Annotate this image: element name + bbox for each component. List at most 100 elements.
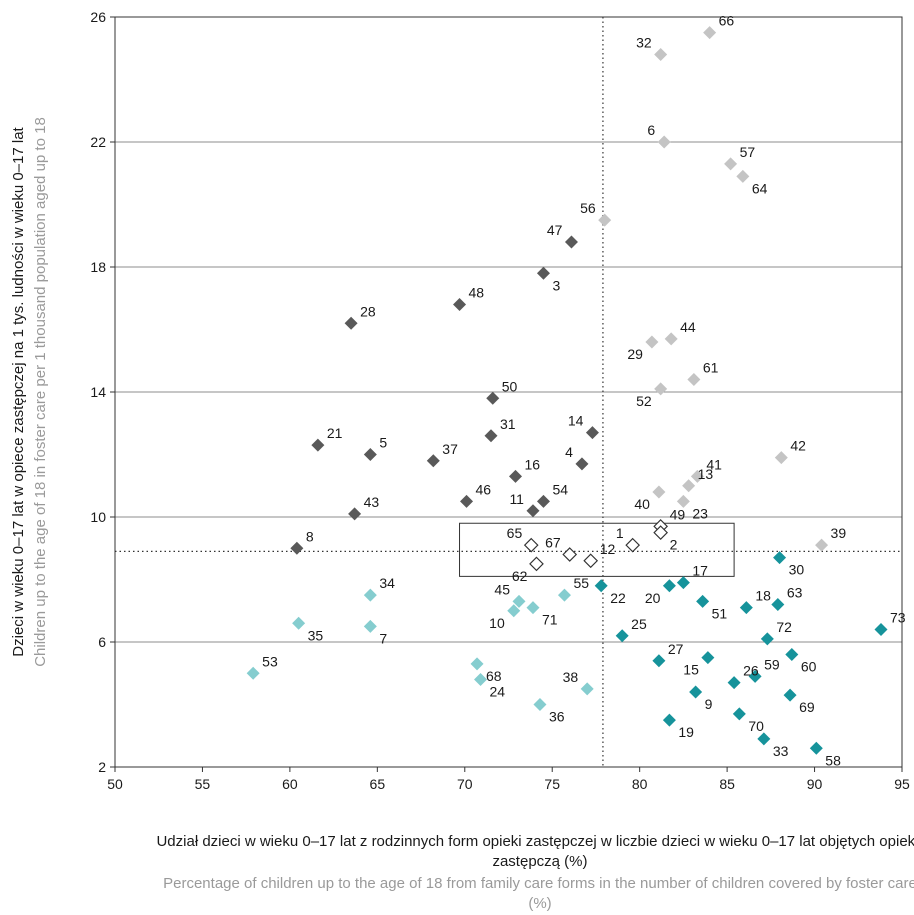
point-label-60: 60 [801,659,817,675]
point-label-51: 51 [712,605,728,621]
point-label-62: 62 [512,568,528,584]
point-label-69: 69 [799,699,815,715]
data-point-67 [562,547,578,562]
x-axis-title: Udział dzieci w wieku 0–17 lat z rodzinn… [156,833,914,870]
point-label-22: 22 [610,590,626,606]
data-point-38 [580,682,594,696]
point-label-59: 59 [764,656,780,672]
data-point-47 [564,235,578,249]
x-axis-ticks: 50 55 60 65 70 75 80 85 90 95 [107,767,910,792]
data-point-63 [771,598,785,611]
x-tick-label: 80 [632,776,648,792]
data-point-1 [625,537,641,553]
x-tick-label: 95 [894,776,910,792]
data-point-65 [523,537,539,553]
data-point-62 [529,556,544,572]
point-label-39: 39 [831,525,847,541]
point-label-49: 49 [670,506,686,522]
data-point-55 [557,588,571,602]
point-label-17: 17 [692,563,708,579]
y-axis-title: Dzieci w wieku 0–17 lat w opiece zastępc… [10,126,27,656]
point-label-34: 34 [379,575,395,591]
data-point-68 [470,657,484,671]
point-label-66: 66 [719,13,735,29]
data-point-73 [874,623,888,636]
data-point-25 [615,629,629,643]
point-label-43: 43 [364,494,380,510]
x-tick-label: 65 [370,776,386,792]
y-tick-label: 6 [98,634,106,650]
point-label-30: 30 [789,562,805,578]
point-label-25: 25 [631,616,647,632]
point-label-63: 63 [787,585,803,601]
data-point-31 [484,429,498,443]
point-label-1: 1 [616,525,624,541]
data-point-26 [727,676,741,690]
point-label-29: 29 [627,346,643,362]
data-point-42 [774,451,788,465]
point-label-23: 23 [692,505,708,521]
point-label-21: 21 [327,425,343,441]
data-point-72 [760,632,774,646]
point-label-71: 71 [542,612,558,628]
point-label-58: 58 [825,752,841,768]
point-label-27: 27 [668,641,684,657]
point-label-28: 28 [360,303,376,319]
point-label-37: 37 [442,441,458,457]
point-label-61: 61 [703,360,719,376]
data-point-8 [290,541,304,555]
data-point-70 [732,707,746,721]
data-points [246,26,888,755]
data-point-60 [785,648,799,661]
data-point-32 [654,48,668,61]
data-point-40 [652,485,666,499]
point-label-68: 68 [486,668,502,684]
point-label-24: 24 [490,684,506,700]
point-label-16: 16 [524,456,540,472]
x-tick-label: 90 [807,776,823,792]
x-axis-title-en: Percentage of children up to the age of … [163,875,914,912]
data-point-27 [652,654,666,668]
data-point-13 [682,479,696,493]
point-label-72: 72 [776,619,792,635]
highlight-box [459,522,735,577]
point-label-41: 41 [706,456,722,472]
data-point-24 [474,673,488,686]
gridlines [115,141,902,643]
point-label-20: 20 [645,590,661,606]
point-label-40: 40 [634,496,650,512]
point-label-42: 42 [790,438,806,454]
data-point-4 [575,457,589,471]
point-label-44: 44 [680,319,696,335]
point-label-53: 53 [262,653,278,669]
point-label-9: 9 [705,696,713,712]
data-point-20 [662,579,676,593]
point-label-73: 73 [890,610,906,626]
point-label-18: 18 [755,588,771,604]
point-label-70: 70 [748,718,764,734]
data-point-48 [453,298,467,311]
data-point-19 [662,713,676,727]
point-label-8: 8 [306,528,314,544]
data-point-34 [363,588,377,602]
data-point-17 [676,576,690,590]
data-point-14 [585,426,599,440]
data-point-58 [809,741,823,755]
y-tick-label: 18 [90,259,106,275]
data-point-12 [583,553,599,569]
data-point-35 [292,616,306,630]
point-label-55: 55 [573,575,589,591]
point-label-52: 52 [636,393,652,409]
data-point-69 [783,688,797,702]
reference-lines [115,17,902,767]
point-label-38: 38 [563,669,579,685]
data-point-6 [657,135,671,149]
point-label-35: 35 [308,627,324,643]
x-tick-label: 70 [457,776,473,792]
data-point-44 [664,332,678,346]
data-point-30 [773,551,787,565]
data-point-53 [246,666,260,680]
point-label-33: 33 [773,743,789,759]
point-label-19: 19 [678,724,694,740]
